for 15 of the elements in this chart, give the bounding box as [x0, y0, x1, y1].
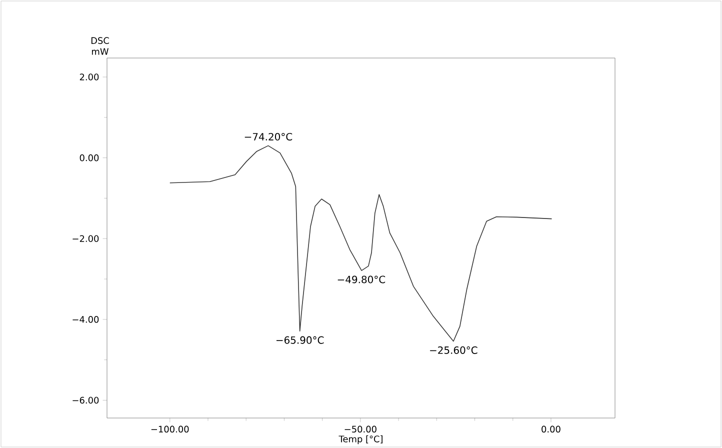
x-axis-title: Temp [°C]: [338, 435, 382, 444]
y-tick-label: 0.00: [80, 154, 99, 162]
annotation: −25.60°C: [430, 346, 478, 354]
x-tick-label: −100.00: [151, 426, 189, 433]
y-tick-label: −2.00: [72, 235, 99, 242]
y-tick-label: −6.00: [72, 396, 99, 404]
annotation: −65.90°C: [276, 336, 324, 344]
y-tick-label: 2.00: [80, 74, 99, 80]
x-tick-label: −50.00: [344, 426, 376, 433]
y-tick-label: −4.00: [72, 316, 99, 323]
x-tick-label: 0.00: [542, 426, 560, 433]
line-series: [169, 145, 552, 342]
annotation: −74.20°C: [244, 132, 292, 140]
y-axis-title: DSC mW: [91, 37, 109, 55]
annotation: −49.80°C: [338, 276, 386, 284]
